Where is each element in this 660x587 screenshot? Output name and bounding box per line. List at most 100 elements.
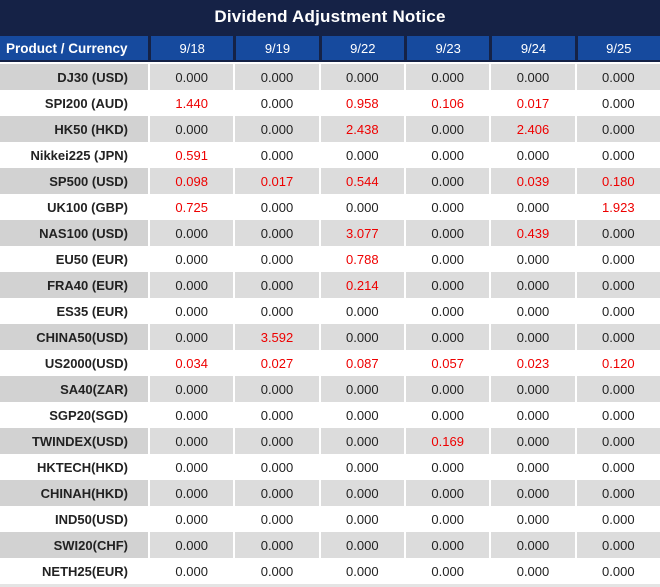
value-cell: 0.000 xyxy=(406,532,490,558)
value-cell: 2.406 xyxy=(491,116,575,142)
value-cell: 0.000 xyxy=(406,220,490,246)
table-row: SA40(ZAR) 0.000 0.000 0.000 0.000 0.000 0.000 xyxy=(0,376,660,402)
product-cell: DJ30 (USD) xyxy=(0,64,148,90)
value-cell: 0.439 xyxy=(491,220,575,246)
value-cell: 0.180 xyxy=(576,168,660,194)
value-cell: 0.000 xyxy=(406,64,490,90)
value-cell: 0.000 xyxy=(150,428,234,454)
value-cell: 0.087 xyxy=(320,350,404,376)
value-cell: 0.000 xyxy=(150,376,234,402)
value-cell: 0.000 xyxy=(406,480,490,506)
value-cell: 0.000 xyxy=(150,324,234,350)
value-cell: 0.000 xyxy=(491,194,575,220)
value-cell: 0.000 xyxy=(235,272,319,298)
value-cell: 0.000 xyxy=(406,558,490,584)
value-cell: 0.039 xyxy=(491,168,575,194)
table-row: SP500 (USD) 0.098 0.017 0.544 0.000 0.039 0.18… xyxy=(0,168,660,194)
product-cell: NETH25(EUR) xyxy=(0,558,148,584)
value-cell: 0.000 xyxy=(320,480,404,506)
value-cell: 0.000 xyxy=(491,480,575,506)
product-cell: CHINA50(USD) xyxy=(0,324,148,350)
value-cell: 0.000 xyxy=(320,376,404,402)
date-header-2: 9/22 xyxy=(321,36,404,60)
value-cell: 0.000 xyxy=(235,246,319,272)
value-cell: 0.000 xyxy=(491,454,575,480)
page-title: Dividend Adjustment Notice xyxy=(214,7,446,26)
value-cell: 0.000 xyxy=(150,220,234,246)
value-cell: 0.000 xyxy=(576,402,660,428)
value-cell: 0.057 xyxy=(406,350,490,376)
value-cell: 0.000 xyxy=(491,506,575,532)
table-row: IND50(USD) 0.000 0.000 0.000 0.000 0.000 0.000 xyxy=(0,506,660,532)
value-cell: 0.000 xyxy=(320,454,404,480)
value-cell: 0.788 xyxy=(320,246,404,272)
value-cell: 0.000 xyxy=(576,532,660,558)
value-cell: 3.592 xyxy=(235,324,319,350)
value-cell: 0.000 xyxy=(576,428,660,454)
value-cell: 0.000 xyxy=(576,246,660,272)
value-cell: 0.000 xyxy=(235,90,319,116)
value-cell: 0.000 xyxy=(406,506,490,532)
value-cell: 0.000 xyxy=(491,298,575,324)
value-cell: 0.000 xyxy=(150,532,234,558)
product-cell: SP500 (USD) xyxy=(0,168,148,194)
product-cell: HK50 (HKD) xyxy=(0,116,148,142)
table-row: FRA40 (EUR) 0.000 0.000 0.214 0.000 0.000 0.00… xyxy=(0,272,660,298)
value-cell: 0.000 xyxy=(491,376,575,402)
value-cell: 0.000 xyxy=(320,532,404,558)
value-cell: 0.000 xyxy=(576,272,660,298)
date-header-4: 9/24 xyxy=(492,36,575,60)
value-cell: 0.000 xyxy=(576,324,660,350)
value-cell: 0.000 xyxy=(320,402,404,428)
table-row: SPI200 (AUD) 1.440 0.000 0.958 0.106 0.017 0.0… xyxy=(0,90,660,116)
date-header-5: 9/25 xyxy=(577,36,660,60)
value-cell: 0.000 xyxy=(406,298,490,324)
value-cell: 0.000 xyxy=(406,376,490,402)
table-row: SGP20(SGD) 0.000 0.000 0.000 0.000 0.000 0.000 xyxy=(0,402,660,428)
value-cell: 0.098 xyxy=(150,168,234,194)
value-cell: 0.000 xyxy=(150,558,234,584)
value-cell: 0.000 xyxy=(406,402,490,428)
value-cell: 0.544 xyxy=(320,168,404,194)
value-cell: 0.000 xyxy=(576,480,660,506)
product-cell: NAS100 (USD) xyxy=(0,220,148,246)
value-cell: 0.000 xyxy=(235,480,319,506)
value-cell: 0.000 xyxy=(320,506,404,532)
value-cell: 0.000 xyxy=(235,532,319,558)
value-cell: 0.000 xyxy=(150,402,234,428)
value-cell: 0.000 xyxy=(406,246,490,272)
value-cell: 0.000 xyxy=(320,64,404,90)
bottom-cutoff-strip xyxy=(0,584,660,587)
product-cell: SPI200 (AUD) xyxy=(0,90,148,116)
value-cell: 0.106 xyxy=(406,90,490,116)
table-row: NETH25(EUR) 0.000 0.000 0.000 0.000 0.000 0.00… xyxy=(0,558,660,584)
value-cell: 0.000 xyxy=(576,220,660,246)
value-cell: 0.000 xyxy=(235,64,319,90)
value-cell: 0.027 xyxy=(235,350,319,376)
date-header-1: 9/19 xyxy=(236,36,319,60)
value-cell: 0.000 xyxy=(150,506,234,532)
value-cell: 0.000 xyxy=(491,246,575,272)
value-cell: 0.000 xyxy=(320,558,404,584)
value-cell: 0.000 xyxy=(406,142,490,168)
value-cell: 0.000 xyxy=(150,454,234,480)
value-cell: 1.923 xyxy=(576,194,660,220)
value-cell: 0.000 xyxy=(320,194,404,220)
value-cell: 3.077 xyxy=(320,220,404,246)
value-cell: 0.000 xyxy=(491,428,575,454)
product-cell: SGP20(SGD) xyxy=(0,402,148,428)
value-cell: 0.000 xyxy=(235,454,319,480)
value-cell: 0.000 xyxy=(406,194,490,220)
value-cell: 0.000 xyxy=(320,142,404,168)
table-row: US2000(USD) 0.034 0.027 0.087 0.057 0.023 0.12… xyxy=(0,350,660,376)
table-row: ES35 (EUR) 0.000 0.000 0.000 0.000 0.000 0.000 xyxy=(0,298,660,324)
table-row: CHINAH(HKD) 0.000 0.000 0.000 0.000 0.000 0.00… xyxy=(0,480,660,506)
product-cell: TWINDEX(USD) xyxy=(0,428,148,454)
value-cell: 0.000 xyxy=(235,142,319,168)
product-cell: Nikkei225 (JPN) xyxy=(0,142,148,168)
value-cell: 0.000 xyxy=(235,116,319,142)
value-cell: 0.000 xyxy=(235,220,319,246)
table-row: Nikkei225 (JPN) 0.591 0.000 0.000 0.000 0.000… xyxy=(0,142,660,168)
value-cell: 0.000 xyxy=(235,194,319,220)
